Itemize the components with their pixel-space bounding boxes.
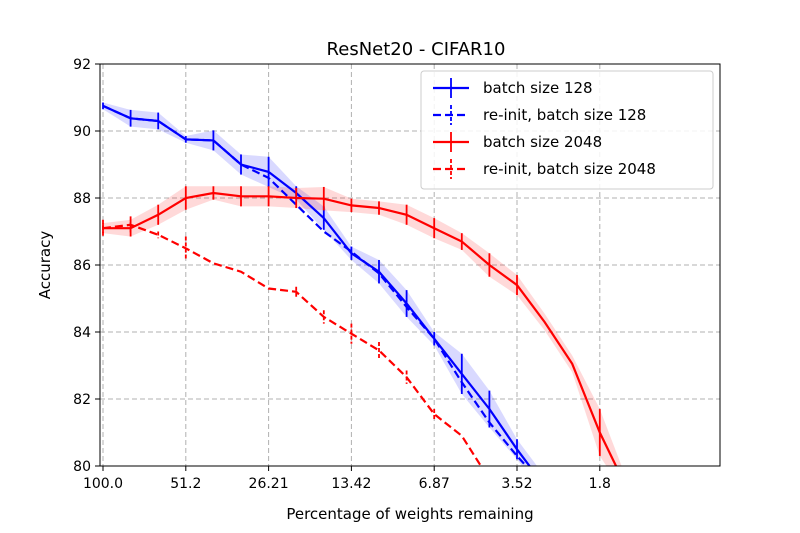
series-band <box>103 102 538 466</box>
series-lines <box>102 104 618 466</box>
axis-ticks: 100.0 51.2 26.21 13.42 6.87 3.52 1.8 80 82 84 86 88… <box>73 57 611 492</box>
chart-title: ResNet20 - CIFAR10 <box>327 39 506 60</box>
series-band <box>103 186 622 466</box>
y-tick-label: 84 <box>73 325 91 341</box>
x-tick-label: 51.2 <box>170 476 201 492</box>
y-tick-label: 92 <box>73 57 91 73</box>
legend-label: batch size 128 <box>483 79 593 97</box>
error-bars <box>102 102 601 460</box>
x-tick-label: 100.0 <box>83 476 123 492</box>
y-axis-label: Accuracy <box>36 231 54 300</box>
error-bands <box>103 102 622 466</box>
y-tick-label: 90 <box>73 124 91 140</box>
series-line <box>102 104 528 466</box>
x-tick-label: 6.87 <box>419 476 450 492</box>
x-axis-label: Percentage of weights remaining <box>286 505 533 523</box>
x-tick-label: 13.42 <box>331 476 371 492</box>
legend-label: re-init, batch size 128 <box>483 106 646 124</box>
x-tick-label: 1.8 <box>589 476 611 492</box>
plot-frame <box>99 63 721 467</box>
series-line <box>102 223 483 466</box>
y-tick-label: 88 <box>73 191 91 207</box>
legend: batch size 128 re-init, batch size 128 bat… <box>420 70 714 190</box>
legend-frame <box>420 70 714 190</box>
legend-label: re-init, batch size 2048 <box>483 160 656 178</box>
series-line <box>103 191 618 466</box>
legend-label: batch size 2048 <box>483 133 602 151</box>
x-tick-label: 3.52 <box>501 476 532 492</box>
x-tick-label: 26.21 <box>249 476 289 492</box>
y-tick-label: 86 <box>73 258 91 274</box>
y-tick-label: 80 <box>73 459 91 475</box>
y-tick-label: 82 <box>73 392 91 408</box>
